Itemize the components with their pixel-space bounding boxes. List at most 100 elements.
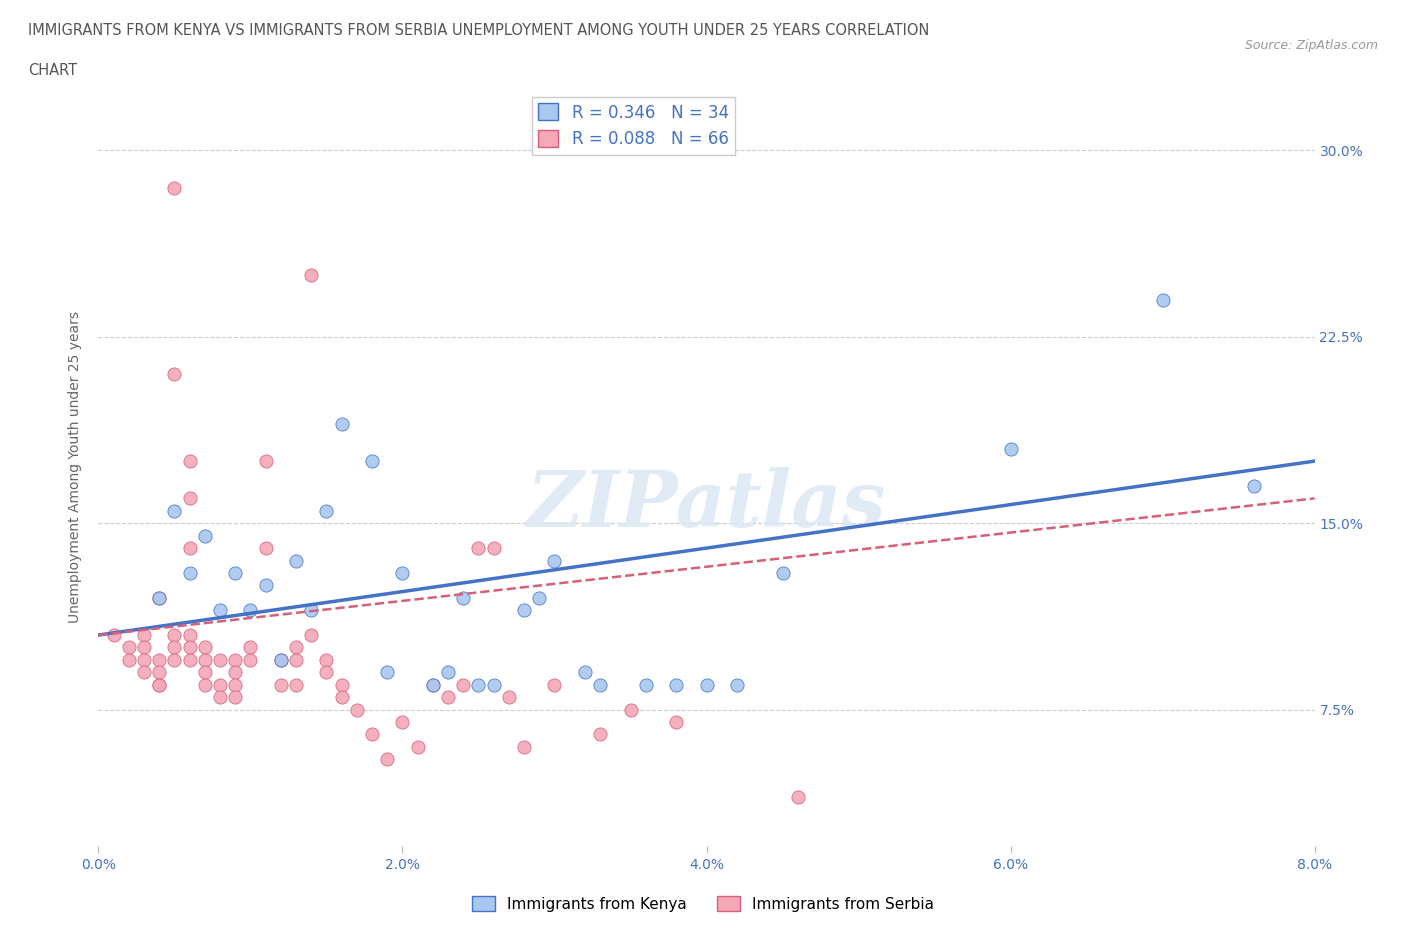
Point [148,591,170,605]
Point [375,751,398,766]
Point [299,267,322,282]
Point [696,677,718,692]
Point [513,603,536,618]
Point [346,702,368,717]
Point [209,690,232,705]
Point [422,677,444,692]
Text: Source: ZipAtlas.com: Source: ZipAtlas.com [1244,39,1378,52]
Point [299,603,322,618]
Point [315,665,337,680]
Point [498,690,520,705]
Text: CHART: CHART [28,63,77,78]
Point [224,653,246,668]
Legend: Immigrants from Kenya, Immigrants from Serbia: Immigrants from Kenya, Immigrants from S… [465,890,941,918]
Point [467,677,489,692]
Point [194,677,217,692]
Point [772,565,794,580]
Legend: R = 0.346   N = 34, R = 0.088   N = 66: R = 0.346 N = 34, R = 0.088 N = 66 [531,97,735,154]
Point [254,540,277,555]
Point [254,454,277,469]
Point [619,702,641,717]
Point [254,578,277,592]
Point [589,677,612,692]
Point [132,640,155,655]
Point [634,677,657,692]
Point [330,690,353,705]
Point [209,653,232,668]
Point [163,180,186,195]
Point [118,640,141,655]
Point [665,677,688,692]
Text: ZIPatlas: ZIPatlas [527,467,886,543]
Y-axis label: Unemployment Among Youth under 25 years: Unemployment Among Youth under 25 years [69,312,83,623]
Point [375,665,398,680]
Point [224,565,246,580]
Point [361,454,384,469]
Point [224,665,246,680]
Point [179,491,201,506]
Point [299,628,322,643]
Point [179,454,201,469]
Point [482,540,505,555]
Point [179,565,201,580]
Point [1000,441,1022,456]
Point [467,540,489,555]
Point [132,665,155,680]
Point [270,653,292,668]
Point [163,640,186,655]
Point [148,591,170,605]
Point [665,714,688,729]
Point [148,677,170,692]
Point [437,665,460,680]
Point [224,677,246,692]
Point [589,727,612,742]
Point [132,653,155,668]
Point [209,603,232,618]
Point [315,653,337,668]
Point [209,677,232,692]
Point [179,640,201,655]
Point [391,565,413,580]
Point [132,628,155,643]
Point [194,653,217,668]
Point [529,591,551,605]
Point [179,653,201,668]
Point [725,677,748,692]
Point [163,503,186,518]
Point [453,677,475,692]
Point [543,553,565,568]
Point [285,653,308,668]
Point [148,677,170,692]
Point [118,653,141,668]
Point [148,653,170,668]
Point [194,640,217,655]
Point [285,640,308,655]
Point [239,653,262,668]
Point [482,677,505,692]
Point [179,540,201,555]
Point [391,714,413,729]
Point [330,677,353,692]
Point [422,677,444,692]
Point [270,677,292,692]
Point [270,653,292,668]
Point [453,591,475,605]
Point [1243,479,1265,494]
Point [361,727,384,742]
Point [163,366,186,381]
Point [194,665,217,680]
Point [406,739,429,754]
Point [330,417,353,432]
Point [786,790,808,804]
Point [315,503,337,518]
Point [194,528,217,543]
Point [1152,292,1174,307]
Point [179,628,201,643]
Point [239,640,262,655]
Point [163,653,186,668]
Point [437,690,460,705]
Text: IMMIGRANTS FROM KENYA VS IMMIGRANTS FROM SERBIA UNEMPLOYMENT AMONG YOUTH UNDER 2: IMMIGRANTS FROM KENYA VS IMMIGRANTS FROM… [28,23,929,38]
Point [163,628,186,643]
Point [513,739,536,754]
Point [543,677,565,692]
